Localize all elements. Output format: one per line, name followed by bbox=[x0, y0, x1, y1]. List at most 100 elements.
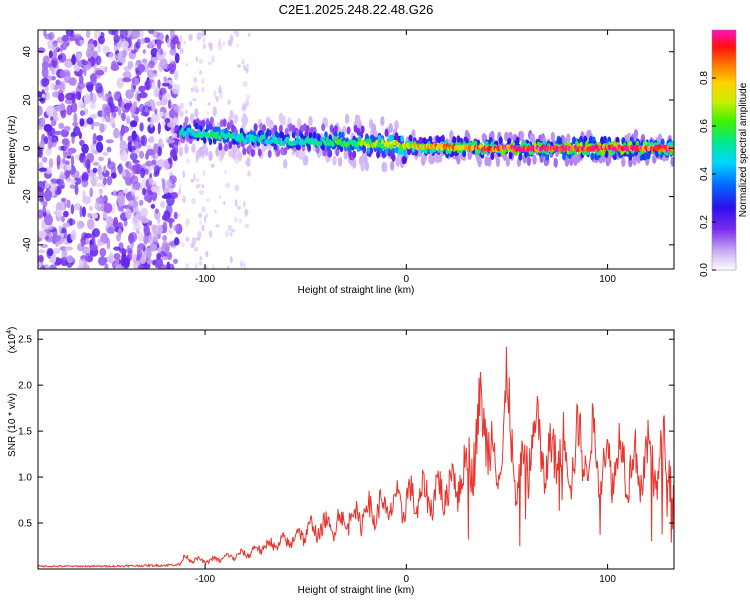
spectrogram-noise-blob bbox=[98, 175, 104, 180]
y-tick-label: 1.0 bbox=[18, 473, 32, 484]
spectrogram-noise-blob bbox=[151, 103, 156, 113]
spectrogram-noise-blob bbox=[107, 226, 114, 234]
spectrogram-ridge-cell bbox=[343, 149, 348, 160]
spectrogram-speckle bbox=[180, 34, 183, 43]
spectrogram-noise-blob bbox=[148, 30, 155, 35]
x-tick-label: -100 bbox=[195, 274, 215, 285]
spectrogram-noise-blob bbox=[60, 197, 67, 203]
spectrogram-noise-blob bbox=[169, 48, 177, 56]
spectrogram-speckle bbox=[196, 32, 202, 40]
spectrogram-noise-blob bbox=[160, 200, 166, 209]
spectrogram-noise-blob bbox=[161, 82, 170, 87]
spectrogram-ridge-cell bbox=[557, 136, 562, 145]
spectrogram-ridge-cell bbox=[360, 161, 365, 172]
colorbar-tick-label: 0.4 bbox=[699, 167, 710, 181]
spectrogram-noise-blob bbox=[46, 209, 50, 216]
spectrogram-ridge-cell bbox=[278, 124, 283, 133]
spectrogram-noise-blob bbox=[166, 179, 173, 189]
spectrogram-speckle bbox=[190, 87, 194, 92]
spectrogram-noise-blob bbox=[171, 83, 181, 95]
spectrogram-speckle bbox=[223, 201, 226, 205]
spectrogram-noise-blob bbox=[129, 105, 135, 115]
spectrogram-noise-blob bbox=[142, 187, 147, 196]
spectrogram-speckle bbox=[234, 184, 240, 192]
spectrogram-noise-blob bbox=[82, 190, 86, 200]
spectrogram-noise-blob bbox=[148, 41, 153, 48]
spectrogram-ridge-cell bbox=[305, 125, 310, 133]
spectrogram-ridge-cell bbox=[218, 142, 223, 151]
spectrogram-ridge-cell bbox=[508, 151, 513, 160]
spectrogram-speckle bbox=[185, 218, 191, 225]
spectrogram-noise-blob bbox=[61, 248, 68, 260]
spectrogram-noise-blob bbox=[168, 63, 175, 70]
spectrogram-noise-blob bbox=[74, 33, 82, 39]
spectrogram-ridge-cell bbox=[280, 131, 285, 139]
spectrogram-noise-blob bbox=[122, 77, 132, 83]
spectrogram-speckle bbox=[237, 64, 241, 68]
spectrogram-noise-blob bbox=[148, 136, 155, 143]
spectrogram-ridge-cell bbox=[530, 133, 536, 144]
snr-scale-prefix: (x10 bbox=[7, 333, 18, 353]
spectrogram-ridge-cell bbox=[487, 156, 492, 167]
spectrogram-noise-blob bbox=[107, 157, 111, 165]
spectrogram-noise-blob bbox=[81, 240, 85, 248]
spectrogram-noise-blob bbox=[113, 189, 117, 197]
spectrogram-speckle bbox=[205, 250, 209, 258]
spectrogram-speckle bbox=[214, 209, 217, 214]
spectrogram-speckle bbox=[183, 41, 186, 45]
spectrogram-noise-blob bbox=[40, 117, 46, 127]
svg-text:(x104): (x104) bbox=[6, 327, 18, 354]
spectrogram-noise-blob bbox=[174, 237, 180, 246]
spectrogram-speckle bbox=[191, 198, 196, 205]
spectrogram-speckle bbox=[196, 183, 202, 188]
spectrogram-noise-blob bbox=[84, 233, 93, 239]
spectrogram-ridge-cell bbox=[526, 156, 532, 167]
spectrogram-speckle bbox=[182, 170, 185, 178]
spectrogram-noise-blob bbox=[152, 259, 156, 266]
spectrogram-ridge-cell bbox=[621, 157, 626, 168]
spectrogram-noise-blob bbox=[65, 246, 73, 251]
spectrogram-noise-blob bbox=[90, 73, 97, 82]
spectrogram-speckle bbox=[185, 109, 188, 115]
spectrogram-noise-blob bbox=[61, 215, 65, 223]
spectrogram-noise-blob bbox=[138, 231, 143, 243]
spectrogram-ridge-cell bbox=[352, 150, 357, 159]
spectrogram-noise-blob bbox=[142, 49, 146, 54]
spectrogram-ridge-cell bbox=[194, 122, 199, 130]
spectrogram-noise-blob bbox=[157, 247, 161, 254]
spectrogram-noise-blob bbox=[147, 258, 153, 265]
spectrogram-noise-blob bbox=[151, 185, 159, 193]
spectrogram-noise-blob bbox=[52, 247, 61, 255]
spectrogram-ridge-cell bbox=[377, 134, 382, 142]
spectrogram-ridge-cell bbox=[600, 136, 605, 145]
spectrogram-ridge-cell bbox=[325, 136, 329, 142]
spectrogram-noise-blob bbox=[45, 105, 55, 117]
spectrogram-noise-blob bbox=[132, 163, 141, 175]
spectrogram-ridge-cell bbox=[327, 144, 331, 152]
spectrogram-speckle bbox=[199, 256, 203, 261]
spectrogram-noise-blob bbox=[169, 30, 175, 40]
spectrogram-ridge-cell bbox=[212, 106, 217, 117]
spectrogram-speckle bbox=[185, 63, 188, 67]
spectrogram-noise-blob bbox=[38, 255, 44, 263]
spectrogram-ridge-cell bbox=[365, 138, 369, 144]
spectrogram-ridge-cell bbox=[184, 144, 189, 154]
spectrogram-noise-blob bbox=[156, 39, 162, 50]
spectrogram-noise-blob bbox=[86, 117, 94, 125]
spectrogram-speckle bbox=[215, 224, 220, 228]
spectrogram-frame bbox=[37, 29, 675, 270]
spectrogram-ridge-cell bbox=[384, 148, 389, 156]
spectrogram-speckle bbox=[224, 230, 230, 238]
spectrogram-speckle bbox=[211, 264, 215, 269]
spectrogram-ridge-cell bbox=[398, 148, 403, 156]
spectrogram-ridge-cell bbox=[403, 149, 407, 157]
spectrogram-speckle bbox=[230, 232, 233, 237]
spectrogram-noise-blob bbox=[88, 205, 94, 211]
snr-scale-note: (x104) bbox=[6, 327, 18, 354]
spectrogram-ridge-cell bbox=[291, 131, 296, 139]
spectrogram-noise-blob bbox=[154, 208, 159, 214]
spectrogram-noise-blob bbox=[110, 64, 120, 71]
spectrogram-noise-blob bbox=[162, 221, 168, 234]
spectrogram-noise-blob bbox=[85, 30, 91, 39]
spectrogram-noise-blob bbox=[119, 248, 127, 254]
